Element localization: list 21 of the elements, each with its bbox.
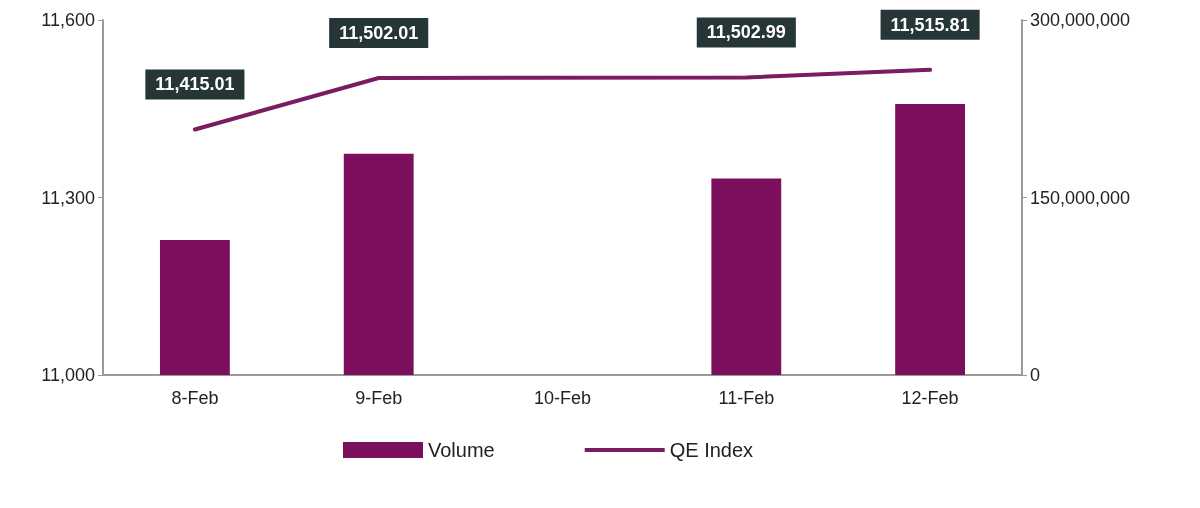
legend-label: Volume <box>428 439 495 461</box>
y-tick-label: 11,600 <box>41 10 95 30</box>
x-tick-label: 10-Feb <box>533 388 592 408</box>
bar <box>711 178 782 375</box>
y2-tick-label: 0 <box>1030 365 1041 385</box>
data-label: 11,415.01 <box>155 74 235 95</box>
x-tick-label: 8-Feb <box>171 388 219 408</box>
data-label: 11,502.99 <box>706 22 786 43</box>
bar <box>895 104 966 375</box>
data-label: 11,515.81 <box>890 14 970 35</box>
y2-tick-label: 300,000,000 <box>1030 10 1131 30</box>
y-tick-label: 11,000 <box>41 365 95 385</box>
x-tick-label: 12-Feb <box>901 388 959 408</box>
x-tick-label: 9-Feb <box>355 388 403 408</box>
y-tick-label: 11,300 <box>41 187 95 208</box>
bar <box>343 153 414 375</box>
legend-label: QE Index <box>669 439 754 461</box>
data-label: 11,502.01 <box>339 22 419 43</box>
bar <box>159 240 230 375</box>
y2-tick-label: 150,000,000 <box>1030 187 1131 208</box>
x-tick-label: 11-Feb <box>718 388 775 408</box>
